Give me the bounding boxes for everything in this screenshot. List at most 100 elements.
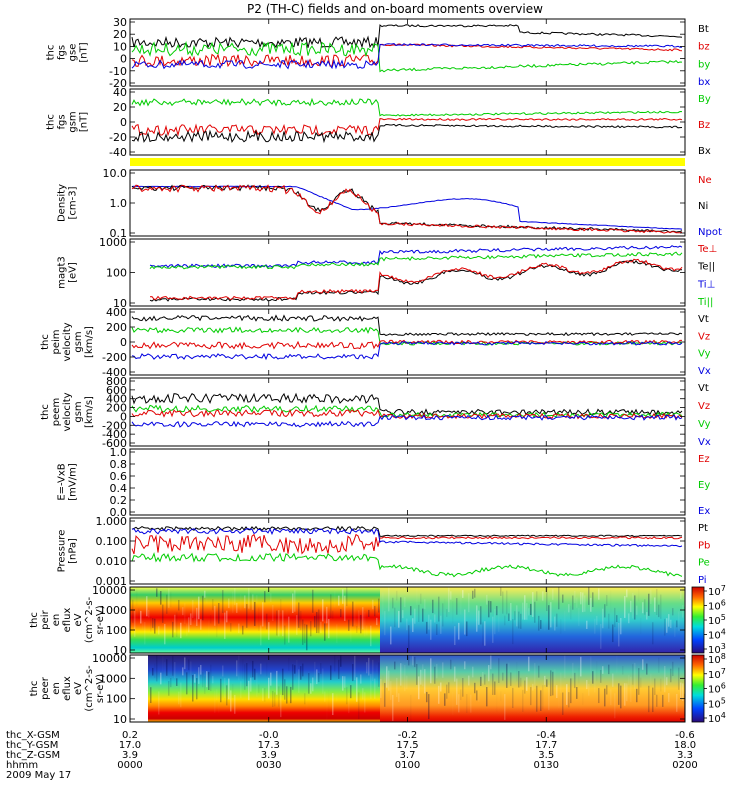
peir-ylabel: thc peir en eflux eV (cm^2-s-sr-eV) — [29, 596, 106, 643]
peir-ytick-label: 10000 — [92, 584, 127, 597]
peir-spectrogram-streak — [496, 606, 498, 616]
peir-spectrogram-streak — [266, 613, 268, 630]
peer-spectrogram-streak — [406, 675, 408, 690]
fgs-legend-bt: Bt — [698, 24, 709, 35]
peir-spectrogram-streak — [654, 597, 656, 612]
peir-spectrogram-streak — [632, 592, 634, 619]
peim-velocity-series-black — [131, 314, 683, 337]
peir-ylabel-line: en — [51, 614, 62, 627]
peir-spectrogram-streak — [578, 608, 580, 627]
peer-spectrogram-streak — [282, 668, 284, 696]
peer-spectrogram-streak — [510, 672, 512, 686]
peir-spectrogram-streak — [426, 621, 428, 634]
peer-spectrogram-streak — [442, 662, 444, 678]
peir-spectrogram-streak — [438, 596, 440, 622]
peer-spectrogram-streak — [166, 659, 168, 676]
peir-spectrogram-streak — [648, 593, 650, 616]
peer-spectrogram-streak — [498, 658, 500, 684]
peir-spectrogram-streak — [180, 622, 182, 639]
peir-spectrogram-streak — [338, 595, 340, 606]
peir-spectrogram-streak — [182, 607, 184, 616]
ephemeris-value: 3.9 — [122, 750, 138, 761]
peer-spectrogram-streak — [468, 675, 470, 686]
peer-spectrogram-streak — [476, 690, 478, 701]
peer-spectrogram-streak — [570, 678, 572, 704]
peer-spectrogram-streak — [552, 671, 554, 696]
peir-spectrogram-streak — [514, 611, 516, 621]
peer-spectrogram-streak — [194, 674, 196, 683]
peer-spectrogram-streak — [230, 690, 232, 712]
peer-spectrogram-streak — [416, 663, 418, 685]
peir-spectrogram-streak — [242, 625, 244, 635]
peir-spectrogram-streak — [518, 611, 520, 629]
peir-spectrogram-streak — [662, 614, 664, 634]
peer-spectrogram-streak — [590, 656, 592, 682]
peir-spectrogram-streak — [536, 591, 538, 601]
peem-velocity-ylabel-line: gsm — [73, 401, 84, 422]
peir-spectrogram-streak — [388, 587, 390, 612]
fgs-ylabel-line: thc — [46, 45, 57, 61]
peer-spectrogram-streak — [562, 692, 564, 715]
peer-spectrogram-streak — [302, 663, 304, 677]
peer-spectrogram-streak — [384, 682, 386, 707]
peir-spectrogram-streak — [184, 603, 186, 625]
peer-spectrogram-streak — [608, 664, 610, 675]
peir-spectrogram-streak — [336, 624, 338, 643]
peer-colorbar-label: 108 — [708, 652, 726, 666]
peir-spectrogram-streak — [528, 608, 530, 616]
peir-spectrogram-streak — [606, 595, 608, 607]
peir-spectrogram-streak — [328, 618, 330, 639]
peer-colorbar-label: 104 — [708, 711, 726, 725]
fgs-gsm-legend-bx: Bx — [698, 146, 711, 157]
peir-spectrogram-streak — [326, 606, 328, 624]
peer-spectrogram-streak — [212, 676, 214, 684]
peir-spectrogram-streak — [364, 611, 366, 637]
peir-spectrogram-streak — [374, 605, 376, 617]
peir-spectrogram-streak — [324, 623, 326, 641]
peir-spectrogram-streak — [286, 608, 288, 624]
peir-spectrogram-streak — [668, 614, 670, 627]
peer-spectrogram-streak — [332, 693, 334, 716]
pressure-ytick-label: 0.100 — [96, 535, 128, 548]
peir-spectrogram-streak — [272, 604, 274, 622]
peir-spectrogram-streak — [344, 595, 346, 621]
peer-ylabel-line: sr-eV) — [95, 674, 106, 703]
peer-spectrogram-streak — [292, 664, 294, 690]
ephemeris-value: 0100 — [395, 760, 420, 771]
peem-velocity-series-black — [131, 392, 683, 416]
peir-spectrogram-streak — [314, 616, 316, 628]
peer-spectrogram-streak — [176, 678, 178, 686]
peer-spectrogram-streak — [222, 665, 224, 677]
peer-spectrogram-streak — [564, 655, 566, 679]
peem-velocity-ytick-label: 400 — [106, 393, 127, 406]
fgs-gsm-legend-by: By — [698, 94, 711, 105]
peir-spectrogram-streak — [664, 618, 666, 636]
peer-spectrogram-streak — [388, 670, 390, 691]
peir-spectrogram-streak — [224, 612, 226, 639]
density-ylabel-line: Density — [57, 184, 68, 222]
peir-spectrogram-streak — [294, 590, 296, 612]
peer-spectrogram-streak — [250, 677, 252, 692]
peir-spectrogram-streak — [556, 613, 558, 627]
peir-spectrogram-streak — [546, 587, 548, 611]
peer-spectrogram-streak — [358, 692, 360, 720]
peer-spectrogram-streak — [682, 683, 684, 701]
fgs-gsm-legend-bz: Bz — [698, 120, 710, 131]
peir-spectrogram-streak — [268, 622, 270, 640]
peem-velocity-ytick-label: -400 — [102, 428, 127, 441]
peer-spectrogram-streak — [304, 693, 306, 705]
peir-spectrogram-streak — [258, 607, 260, 631]
peir-spectrogram-streak — [542, 591, 544, 601]
peir-spectrogram-streak — [676, 620, 678, 628]
peem-velocity-ylabel-line: peem — [51, 398, 62, 426]
peir-spectrogram-streak — [318, 609, 320, 634]
peer-spectrogram-streak — [556, 685, 558, 699]
peer-spectrogram-streak — [628, 674, 630, 686]
peir-spectrogram-streak — [186, 623, 188, 637]
peir-spectrogram-streak — [434, 614, 436, 623]
peer-spectrogram-streak — [620, 685, 622, 709]
peer-spectrogram-streak — [170, 677, 172, 688]
peir-spectrogram-streak — [332, 610, 334, 619]
peer-spectrogram-streak — [560, 672, 562, 693]
